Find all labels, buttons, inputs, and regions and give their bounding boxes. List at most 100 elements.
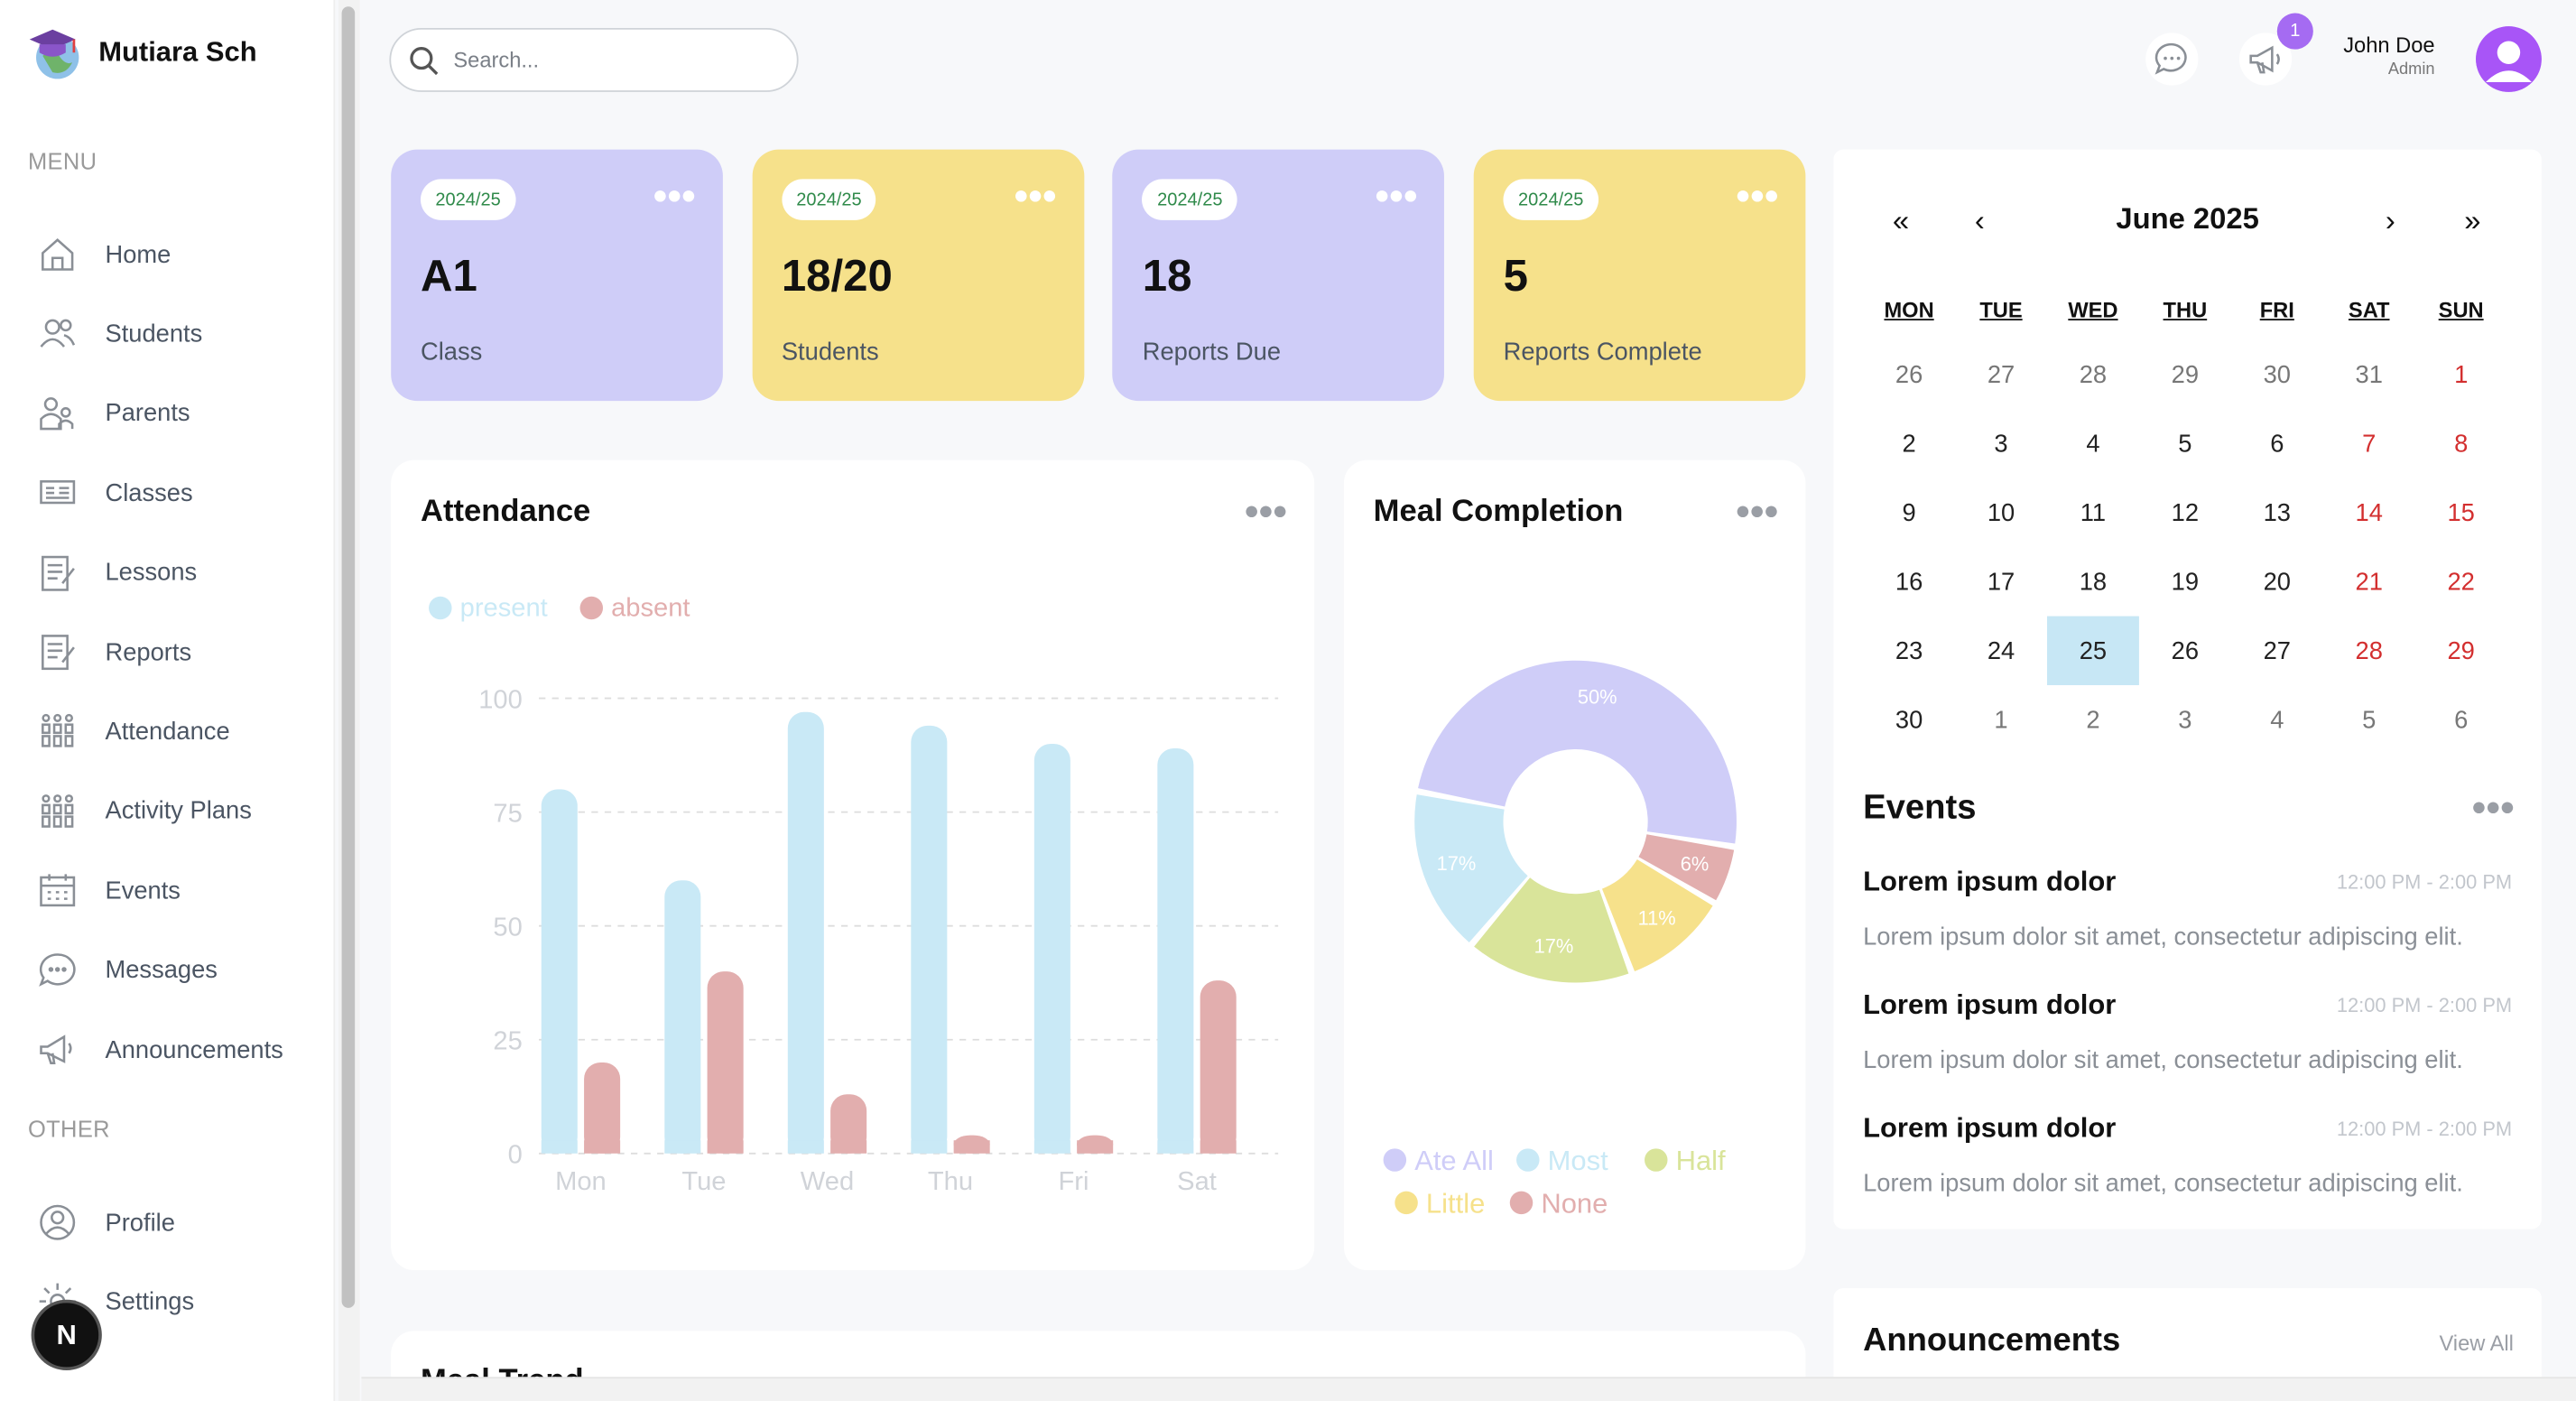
calendar-day[interactable]: 8	[2454, 429, 2469, 458]
attendance-more-button[interactable]: ●●●	[1243, 497, 1288, 526]
calendar-last-button[interactable]: »	[2464, 203, 2481, 237]
calendar-day[interactable]: 3	[1994, 429, 2008, 458]
nextjs-badge[interactable]: N	[31, 1299, 102, 1371]
card-more-button[interactable]: ●●●	[1013, 182, 1057, 210]
calendar-day[interactable]: 6	[2270, 429, 2284, 458]
search-box[interactable]	[389, 27, 799, 92]
card-more-button[interactable]: ●●●	[1374, 182, 1418, 210]
calendar-day[interactable]: 28	[2355, 636, 2383, 665]
calendar-day[interactable]: 14	[2355, 498, 2383, 527]
calendar-first-button[interactable]: «	[1892, 203, 1910, 237]
calendar-day[interactable]: 26	[2171, 636, 2200, 665]
calendar-day[interactable]: 30	[1895, 705, 1923, 734]
calendar-day[interactable]: 25	[2046, 616, 2139, 686]
bar-absent-sat[interactable]	[1200, 980, 1237, 1154]
calendar-day[interactable]: 19	[2171, 567, 2200, 596]
calendar-day[interactable]: 22	[2447, 567, 2475, 596]
calendar-day[interactable]: 10	[1987, 498, 2015, 527]
calendar-day[interactable]: 9	[1902, 498, 1916, 527]
calendar-day[interactable]: 13	[2263, 498, 2291, 527]
calendar-day[interactable]: 7	[2362, 429, 2377, 458]
event-item[interactable]: Lorem ipsum dolor 12:00 PM - 2:00 PM Lorem…	[1863, 866, 2512, 974]
calendar-day[interactable]: 1	[1994, 705, 2008, 734]
calendar-day[interactable]: 20	[2263, 567, 2291, 596]
calendar-day[interactable]: 16	[1895, 567, 1923, 596]
calendar-day[interactable]: 18	[2079, 567, 2108, 596]
slice-little[interactable]	[1601, 859, 1713, 972]
slice-half[interactable]	[1474, 877, 1629, 983]
stat-card[interactable]: 2024/25 ●●● 5 Reports Complete	[1473, 149, 1806, 402]
stat-card[interactable]: 2024/25 ●●● 18 Reports Due	[1112, 149, 1445, 402]
sidebar-item-events[interactable]: Events	[36, 865, 181, 917]
calendar-day[interactable]: 27	[1987, 360, 2015, 389]
sidebar-item-attendance[interactable]: Attendance	[36, 706, 230, 758]
bar-absent-tue[interactable]	[707, 971, 744, 1154]
card-more-button[interactable]: ●●●	[1735, 182, 1779, 210]
calendar-day[interactable]: 17	[1987, 567, 2015, 596]
sidebar-item-lessons[interactable]: Lessons	[36, 546, 197, 598]
bar-base	[664, 1140, 701, 1154]
bar-present-mon[interactable]	[541, 789, 578, 1154]
messages-button[interactable]	[2145, 32, 2199, 86]
bar-present-fri[interactable]	[1033, 744, 1070, 1154]
calendar-day[interactable]: 31	[2355, 360, 2383, 389]
calendar-prev-button[interactable]: ‹	[1974, 203, 1985, 237]
avatar[interactable]	[2476, 26, 2542, 92]
sidebar-scrollbar-thumb[interactable]	[341, 6, 356, 1308]
calendar-day[interactable]: 29	[2171, 360, 2200, 389]
stat-card[interactable]: 2024/25 ●●● 18/20 Students	[752, 149, 1084, 402]
calendar-day[interactable]: 5	[2178, 429, 2192, 458]
calendar-day[interactable]: 6	[2454, 705, 2469, 734]
sidebar-item-home[interactable]: Home	[36, 228, 171, 281]
weekday-label: MON	[1884, 297, 1934, 322]
sidebar-item-classes[interactable]: Classes	[36, 467, 193, 519]
calendar-day[interactable]: 21	[2355, 567, 2383, 596]
calendar-day[interactable]: 4	[2270, 705, 2284, 734]
calendar-day[interactable]: 30	[2263, 360, 2291, 389]
card-more-button[interactable]: ●●●	[652, 182, 697, 210]
bar-absent-mon[interactable]	[584, 1062, 621, 1154]
slice-none[interactable]	[1638, 834, 1735, 901]
sidebar-item-students[interactable]: Students	[36, 308, 202, 360]
attendance-icon	[42, 714, 74, 748]
calendar-day[interactable]: 26	[1895, 360, 1923, 389]
calendar-day[interactable]: 4	[2086, 429, 2100, 458]
calendar-day[interactable]: 28	[2079, 360, 2108, 389]
sidebar-item-reports[interactable]: Reports	[36, 626, 191, 678]
calendar-day[interactable]: 24	[1987, 636, 2015, 665]
bar-present-tue[interactable]	[664, 880, 701, 1154]
search-input[interactable]	[453, 47, 766, 73]
calendar-day[interactable]: 29	[2447, 636, 2475, 665]
bar-present-thu[interactable]	[911, 725, 948, 1154]
stat-card[interactable]: 2024/25 ●●● A1 Class	[391, 149, 723, 402]
horizontal-scrollbar[interactable]	[361, 1377, 2576, 1401]
events-more-button[interactable]: ●●●	[2470, 793, 2516, 822]
sidebar-item-announcements[interactable]: Announcements	[36, 1024, 283, 1076]
calendar-day[interactable]: 27	[2263, 636, 2291, 665]
brand-logo[interactable]: Mutiara Sch	[26, 23, 257, 82]
calendar-day[interactable]: 2	[2086, 705, 2100, 734]
calendar-day[interactable]: 11	[2080, 498, 2107, 527]
slice-ate-all[interactable]	[1418, 660, 1737, 844]
announcements-view-all-link[interactable]: View All	[2439, 1331, 2514, 1356]
sidebar-item-parents[interactable]: Parents	[36, 387, 190, 440]
sidebar-item-label: Messages	[105, 956, 218, 985]
calendar-day[interactable]: 12	[2171, 498, 2200, 527]
calendar-day[interactable]: 15	[2447, 498, 2475, 527]
calendar-next-button[interactable]: ›	[2385, 203, 2395, 237]
meal-more-button[interactable]: ●●●	[1735, 497, 1779, 526]
calendar-day[interactable]: 3	[2178, 705, 2192, 734]
slice-most[interactable]	[1414, 794, 1528, 943]
bar-present-sat[interactable]	[1157, 748, 1194, 1154]
event-item[interactable]: Lorem ipsum dolor 12:00 PM - 2:00 PM Lorem…	[1863, 1112, 2512, 1220]
calendar-day[interactable]: 1	[2454, 360, 2469, 389]
event-item[interactable]: Lorem ipsum dolor 12:00 PM - 2:00 PM Lorem…	[1863, 989, 2512, 1098]
sidebar-item-profile[interactable]: Profile	[36, 1196, 175, 1248]
bar-absent-wed[interactable]	[830, 1094, 867, 1154]
calendar-day[interactable]: 23	[1895, 636, 1923, 665]
bar-present-wed[interactable]	[787, 711, 824, 1154]
calendar-day[interactable]: 5	[2362, 705, 2377, 734]
calendar-day[interactable]: 2	[1902, 429, 1916, 458]
sidebar-item-messages[interactable]: Messages	[36, 944, 218, 997]
sidebar-item-activity-plans[interactable]: Activity Plans	[36, 785, 252, 838]
